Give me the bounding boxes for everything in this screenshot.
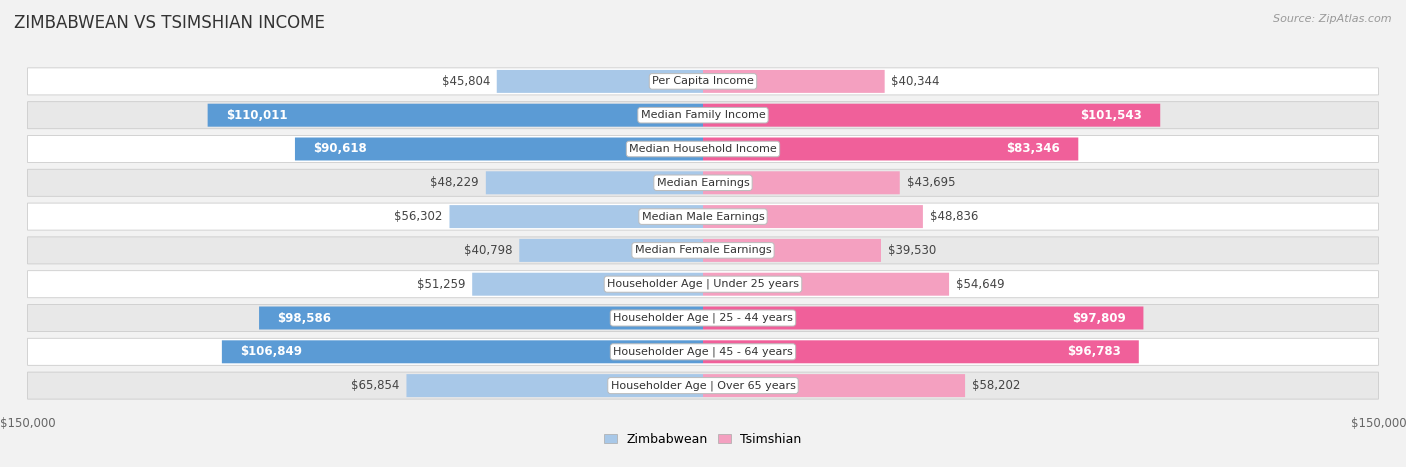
Text: Median Family Income: Median Family Income bbox=[641, 110, 765, 120]
Text: $51,259: $51,259 bbox=[418, 278, 465, 290]
FancyBboxPatch shape bbox=[28, 237, 1378, 264]
FancyBboxPatch shape bbox=[28, 169, 1378, 196]
FancyBboxPatch shape bbox=[703, 171, 900, 194]
FancyBboxPatch shape bbox=[496, 70, 703, 93]
Text: $40,344: $40,344 bbox=[891, 75, 941, 88]
Text: Householder Age | 45 - 64 years: Householder Age | 45 - 64 years bbox=[613, 347, 793, 357]
Text: $98,586: $98,586 bbox=[277, 311, 330, 325]
Text: $106,849: $106,849 bbox=[240, 345, 302, 358]
Text: $48,229: $48,229 bbox=[430, 177, 479, 189]
FancyBboxPatch shape bbox=[222, 340, 703, 363]
Text: Median Household Income: Median Household Income bbox=[628, 144, 778, 154]
Text: $83,346: $83,346 bbox=[1007, 142, 1060, 156]
Text: Householder Age | Under 25 years: Householder Age | Under 25 years bbox=[607, 279, 799, 290]
FancyBboxPatch shape bbox=[28, 135, 1378, 163]
FancyBboxPatch shape bbox=[28, 271, 1378, 298]
Text: Source: ZipAtlas.com: Source: ZipAtlas.com bbox=[1274, 14, 1392, 24]
FancyBboxPatch shape bbox=[703, 239, 882, 262]
FancyBboxPatch shape bbox=[703, 137, 1078, 161]
FancyBboxPatch shape bbox=[259, 306, 703, 330]
FancyBboxPatch shape bbox=[519, 239, 703, 262]
FancyBboxPatch shape bbox=[28, 304, 1378, 332]
FancyBboxPatch shape bbox=[28, 338, 1378, 365]
Text: $43,695: $43,695 bbox=[907, 177, 955, 189]
Text: Householder Age | 25 - 44 years: Householder Age | 25 - 44 years bbox=[613, 313, 793, 323]
Text: $97,809: $97,809 bbox=[1071, 311, 1125, 325]
Legend: Zimbabwean, Tsimshian: Zimbabwean, Tsimshian bbox=[599, 428, 807, 451]
Text: $45,804: $45,804 bbox=[441, 75, 491, 88]
FancyBboxPatch shape bbox=[703, 104, 1160, 127]
Text: $96,783: $96,783 bbox=[1067, 345, 1121, 358]
Text: Householder Age | Over 65 years: Householder Age | Over 65 years bbox=[610, 380, 796, 391]
Text: $54,649: $54,649 bbox=[956, 278, 1004, 290]
Text: Median Female Earnings: Median Female Earnings bbox=[634, 245, 772, 255]
Text: $110,011: $110,011 bbox=[225, 109, 287, 122]
FancyBboxPatch shape bbox=[703, 306, 1143, 330]
FancyBboxPatch shape bbox=[486, 171, 703, 194]
Text: Per Capita Income: Per Capita Income bbox=[652, 77, 754, 86]
Text: Median Male Earnings: Median Male Earnings bbox=[641, 212, 765, 222]
FancyBboxPatch shape bbox=[703, 273, 949, 296]
FancyBboxPatch shape bbox=[703, 340, 1139, 363]
FancyBboxPatch shape bbox=[208, 104, 703, 127]
FancyBboxPatch shape bbox=[703, 205, 922, 228]
Text: $48,836: $48,836 bbox=[929, 210, 979, 223]
FancyBboxPatch shape bbox=[295, 137, 703, 161]
Text: $56,302: $56,302 bbox=[394, 210, 443, 223]
FancyBboxPatch shape bbox=[28, 203, 1378, 230]
Text: Median Earnings: Median Earnings bbox=[657, 178, 749, 188]
Text: $101,543: $101,543 bbox=[1080, 109, 1142, 122]
FancyBboxPatch shape bbox=[406, 374, 703, 397]
Text: $65,854: $65,854 bbox=[352, 379, 399, 392]
FancyBboxPatch shape bbox=[703, 374, 965, 397]
FancyBboxPatch shape bbox=[472, 273, 703, 296]
Text: $90,618: $90,618 bbox=[314, 142, 367, 156]
FancyBboxPatch shape bbox=[28, 68, 1378, 95]
FancyBboxPatch shape bbox=[28, 102, 1378, 129]
FancyBboxPatch shape bbox=[703, 70, 884, 93]
Text: $39,530: $39,530 bbox=[887, 244, 936, 257]
FancyBboxPatch shape bbox=[450, 205, 703, 228]
FancyBboxPatch shape bbox=[28, 372, 1378, 399]
Text: $40,798: $40,798 bbox=[464, 244, 513, 257]
Text: $58,202: $58,202 bbox=[972, 379, 1021, 392]
Text: ZIMBABWEAN VS TSIMSHIAN INCOME: ZIMBABWEAN VS TSIMSHIAN INCOME bbox=[14, 14, 325, 32]
